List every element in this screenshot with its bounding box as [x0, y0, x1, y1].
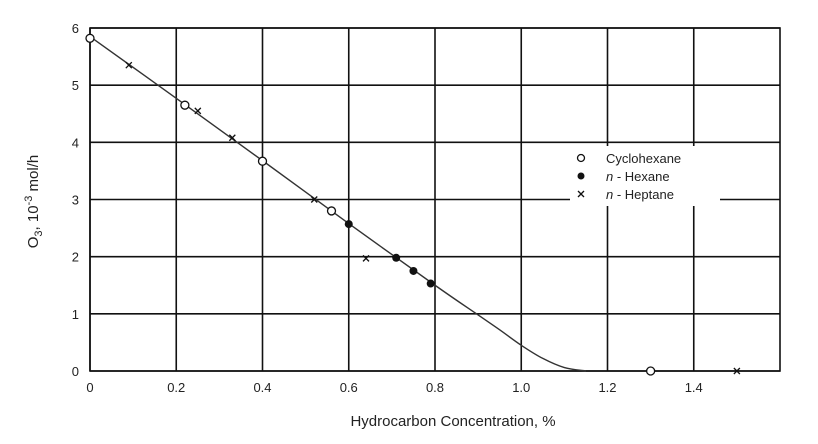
- legend-marker-filled-circle: [577, 172, 585, 180]
- y-axis-label-main: O: [25, 237, 42, 249]
- point-n-hexane: [426, 279, 435, 288]
- x-tick-label: 1.4: [685, 380, 703, 395]
- point-n-heptane: [194, 107, 202, 115]
- y-tick-label: 4: [72, 135, 79, 150]
- x-tick-label: 0: [86, 380, 93, 395]
- legend-label-n-heptane-rest: - Heptane: [613, 187, 674, 202]
- legend: Cyclohexane n - Hexane n - Heptane: [570, 146, 720, 206]
- point-cyclohexane: [645, 366, 656, 376]
- legend-marker-x: [577, 190, 585, 198]
- y-axis-ticks: 0 1 2 3 4 5 6: [72, 21, 79, 379]
- point-n-heptane-stroke: [194, 107, 202, 115]
- data-points: [85, 33, 741, 376]
- point-n-heptane: [310, 196, 318, 203]
- legend-item-cyclohexane: Cyclohexane: [576, 151, 681, 166]
- y-tick-label: 2: [72, 250, 79, 265]
- y-tick-label: 1: [72, 307, 79, 322]
- legend-label-n-hexane-italic: n: [606, 169, 613, 184]
- y-tick-label: 6: [72, 21, 79, 36]
- legend-item-n-hexane: n - Hexane: [577, 169, 670, 184]
- point-cyclohexane: [326, 206, 337, 216]
- point-n-heptane: [362, 254, 370, 262]
- y-tick-label: 0: [72, 364, 79, 379]
- legend-item-n-heptane: n - Heptane: [577, 187, 674, 202]
- x-tick-label: 0.4: [253, 380, 271, 395]
- legend-label-n-hexane: n - Hexane: [606, 169, 670, 184]
- point-cyclohexane: [257, 156, 268, 166]
- y-axis-label-sup: -3: [23, 196, 35, 206]
- point-cyclohexane: [85, 33, 95, 43]
- point-n-heptane-stroke: [125, 61, 133, 69]
- grid: [89, 27, 780, 372]
- point-n-hexane: [392, 253, 401, 262]
- y-tick-label: 5: [72, 78, 79, 93]
- x-tick-label: 0.8: [426, 380, 444, 395]
- point-n-heptane: [125, 61, 133, 69]
- y-axis-label-unit: mol/h: [25, 155, 42, 196]
- x-tick-label: 1.0: [512, 380, 530, 395]
- legend-label-n-heptane: n - Heptane: [606, 187, 674, 202]
- plot-frame: [89, 27, 781, 372]
- x-axis-label: Hydrocarbon Concentration, %: [350, 413, 555, 430]
- point-n-heptane: [733, 367, 741, 375]
- legend-marker-open-circle: [576, 153, 586, 163]
- x-axis-ticks: 0 0.2 0.4 0.6 0.8 1.0 1.2 1.4: [86, 380, 702, 395]
- point-n-heptane-stroke: [228, 134, 236, 142]
- point-n-heptane: [228, 134, 236, 142]
- legend-label-cyclohexane: Cyclohexane: [606, 151, 681, 166]
- point-n-heptane-stroke: [733, 367, 741, 375]
- y-axis-label-sub: 3: [33, 230, 45, 236]
- x-tick-label: 0.2: [167, 380, 185, 395]
- point-n-hexane: [409, 266, 418, 275]
- y-tick-label: 3: [72, 193, 79, 208]
- x-tick-label: 1.2: [598, 380, 616, 395]
- y-axis-label-rest: , 10: [25, 205, 42, 230]
- y-axis-label: O3, 10-3 mol/h: [23, 155, 45, 248]
- legend-label-n-heptane-italic: n: [606, 187, 613, 202]
- point-cyclohexane: [180, 100, 190, 110]
- trend-curve: [89, 36, 587, 372]
- point-n-hexane: [344, 220, 353, 229]
- legend-label-n-hexane-rest: - Hexane: [613, 169, 669, 184]
- point-n-heptane-stroke: [310, 196, 318, 203]
- point-n-heptane-stroke: [362, 254, 370, 262]
- legend-background: [570, 146, 720, 206]
- x-tick-label: 0.6: [340, 380, 358, 395]
